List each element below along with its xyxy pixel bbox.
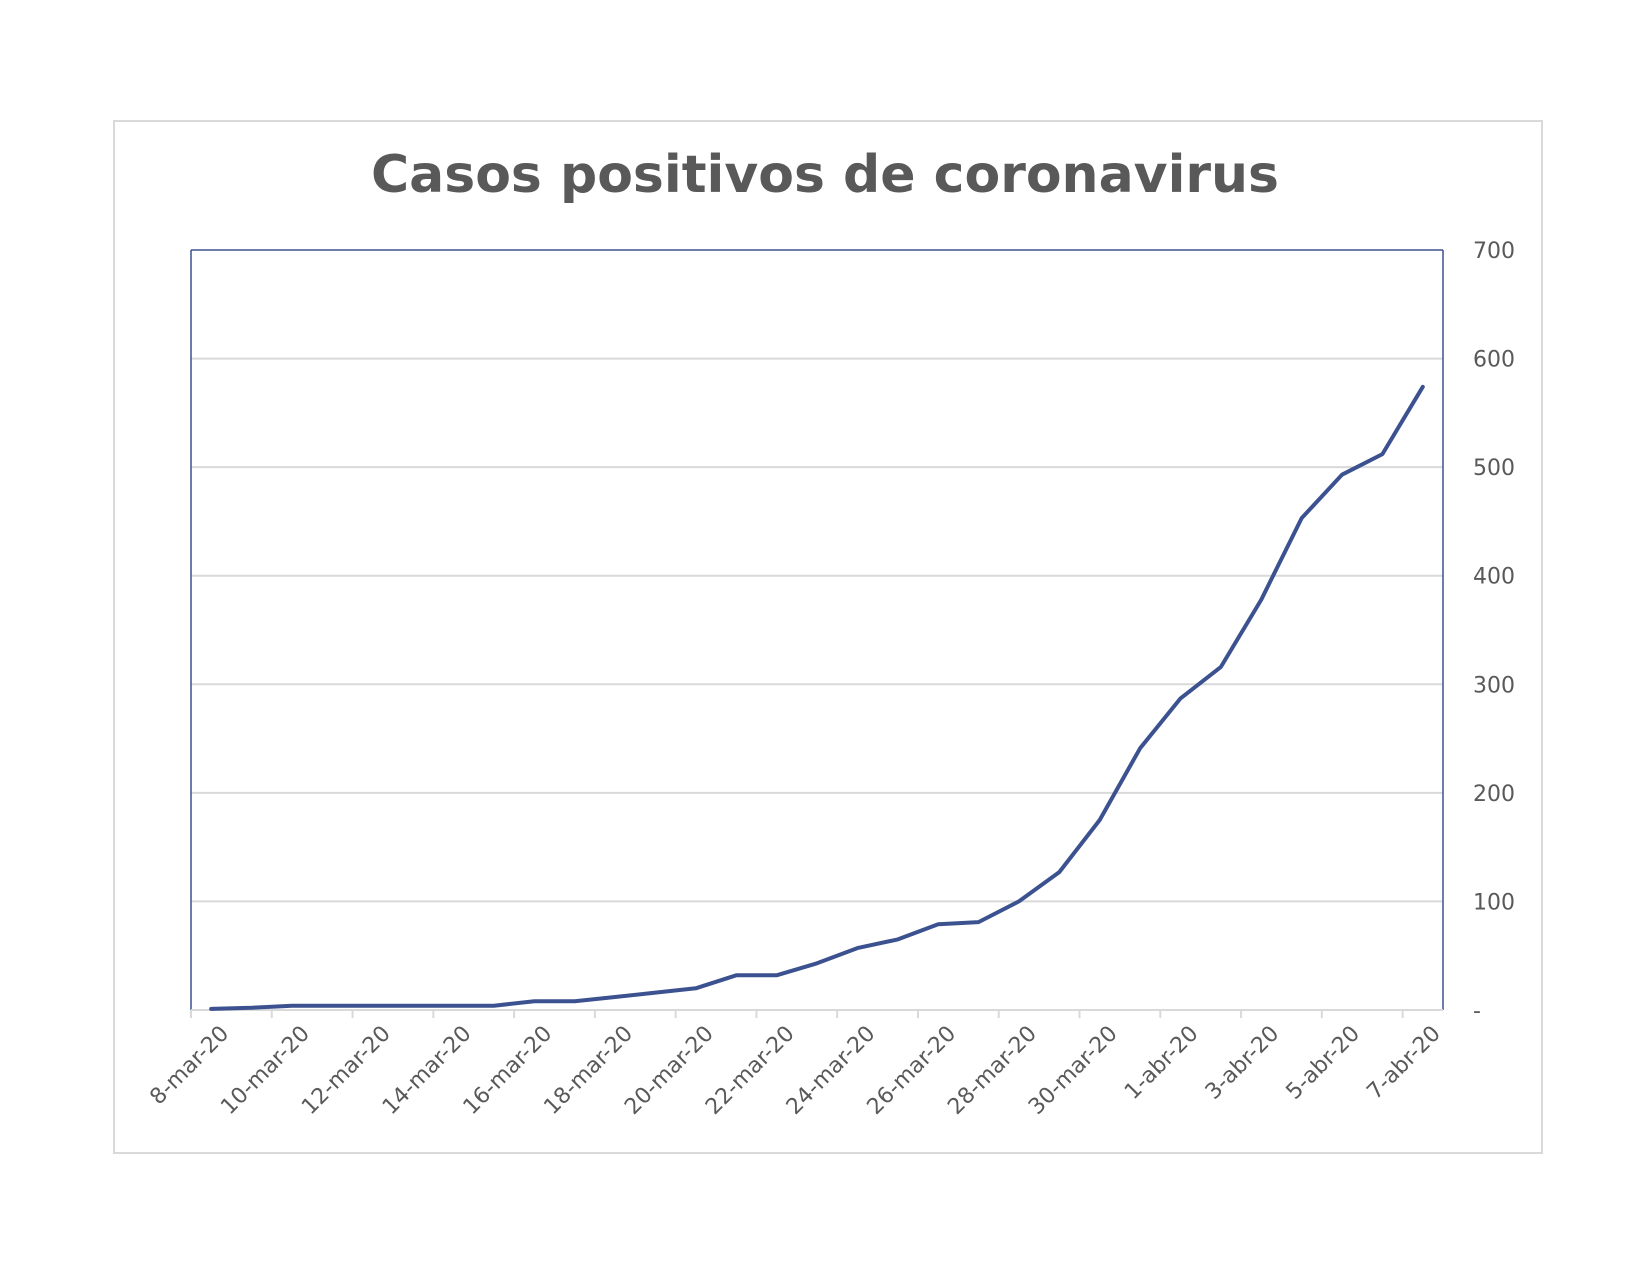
chart-frame — [113, 120, 1543, 1154]
y-tick-label: 700 — [1473, 239, 1515, 264]
y-tick-label: 200 — [1473, 782, 1515, 807]
x-tick-label: 5-abr-20 — [1282, 1021, 1365, 1104]
y-tick-label: 500 — [1473, 456, 1515, 481]
y-tick-label: 100 — [1473, 890, 1515, 915]
chart-title: Casos positivos de coronavirus — [370, 145, 1280, 205]
series-line — [209, 384, 1425, 1011]
x-tick-label: 3-abr-20 — [1201, 1021, 1284, 1104]
y-tick-label: 400 — [1473, 565, 1515, 590]
y-tick-label: 600 — [1473, 348, 1515, 373]
x-tick-label: 1-abr-20 — [1120, 1021, 1203, 1104]
y-tick-label: - — [1473, 999, 1481, 1024]
y-tick-label: 300 — [1473, 673, 1515, 698]
x-tick-label: 7-abr-20 — [1362, 1021, 1445, 1104]
